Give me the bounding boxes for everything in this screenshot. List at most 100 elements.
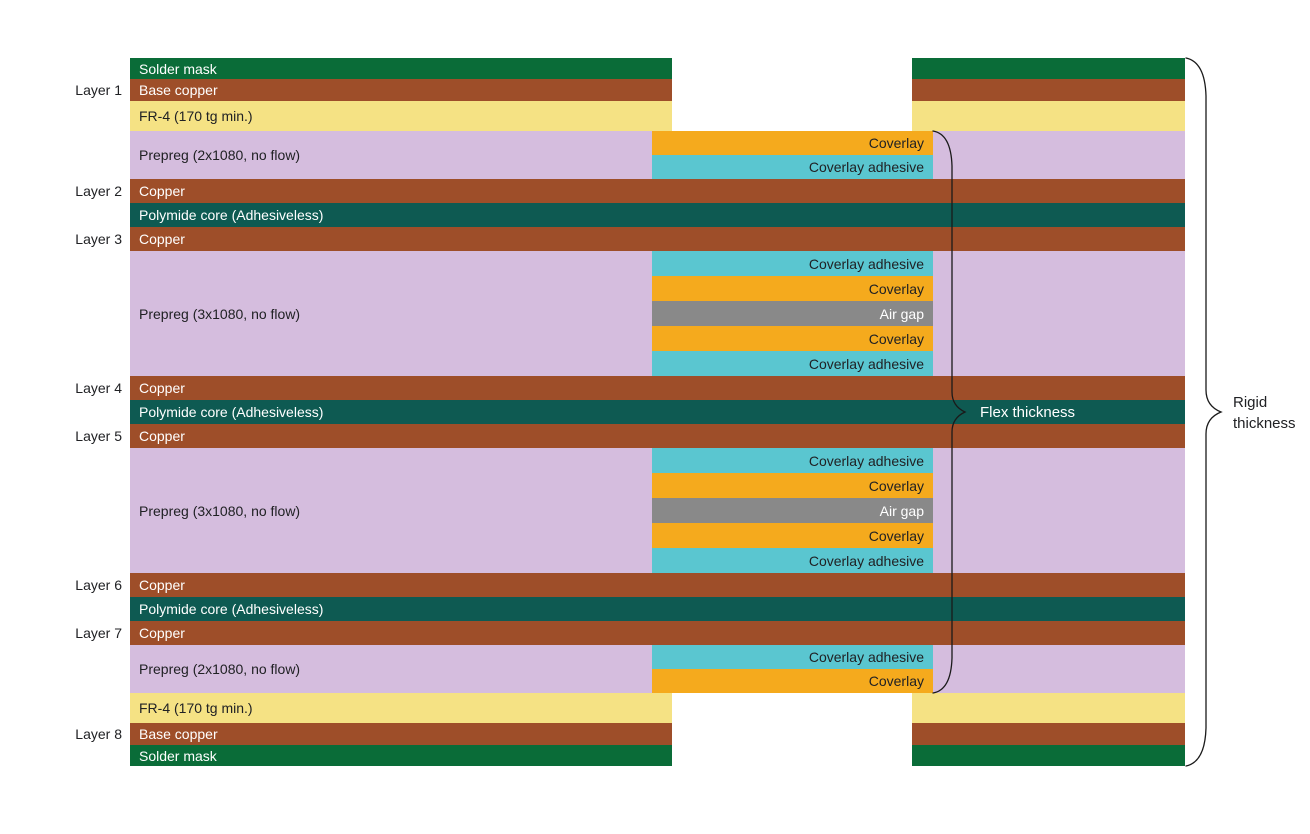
flex-window-gap [672, 101, 912, 131]
material-label: Solder mask [139, 60, 217, 77]
layer-number-label: Layer 6 [75, 577, 122, 593]
insert-band: Coverlay [652, 523, 933, 548]
material-label: Prepreg (2x1080, no flow) [139, 147, 301, 163]
flex-thickness-label: Flex thickness [980, 404, 1076, 421]
material-label: Coverlay adhesive [808, 255, 924, 272]
material-label: Prepreg (2x1080, no flow) [139, 661, 301, 677]
stack-row-3: Prepreg (2x1080, no flow) Coverlay Coverla… [130, 131, 1185, 179]
insert-band: Coverlay adhesive [652, 155, 933, 179]
material-label: Copper [139, 625, 185, 641]
material-label: Copper [139, 577, 185, 593]
stack-row-9: Polymide core (Adhesiveless) [130, 400, 1185, 424]
layer-number-label: Layer 8 [75, 726, 122, 742]
insert-band: Coverlay adhesive [652, 448, 933, 473]
insert-band: Air gap [652, 301, 933, 326]
material-label: Coverlay adhesive [808, 159, 924, 175]
layer-number-label: Layer 1 [75, 82, 122, 98]
insert-band: Coverlay [652, 326, 933, 351]
material-label: Polymide core (Adhesiveless) [139, 404, 324, 420]
rigid-left-slab: FR-4 (170 tg min.) [130, 693, 672, 723]
flex-window-gap [672, 693, 912, 723]
stack-row-18: Solder mask [130, 745, 1185, 766]
rigid-left-slab: Base copper [130, 723, 672, 745]
layer-number-label: Layer 7 [75, 625, 122, 641]
material-label: Coverlay adhesive [808, 649, 924, 665]
stack-row-4: Copper Layer 2 [75, 179, 1185, 203]
stack-row-17: Base copper Layer 8 [75, 723, 1185, 745]
stack-row-0: Solder mask [130, 58, 1185, 79]
rigid-left-slab: Base copper [130, 79, 672, 101]
material-label: Coverlay [868, 135, 924, 151]
material-label: Copper [139, 428, 185, 444]
flex-window-gap [672, 745, 912, 766]
flex-window-gap [672, 79, 912, 101]
material-label: Coverlay [868, 527, 924, 544]
insert-band: Air gap [652, 498, 933, 523]
material-label: Air gap [879, 502, 924, 519]
material-label: Base copper [139, 726, 218, 742]
material-label: Base copper [139, 82, 218, 98]
layer-number-label: Layer 4 [75, 380, 122, 396]
material-label: Polymide core (Adhesiveless) [139, 207, 324, 223]
stack-row-2: FR-4 (170 tg min.) [130, 101, 1185, 131]
rigid-left-slab: Solder mask [130, 745, 672, 766]
stack-row-10: Copper Layer 5 [75, 424, 1185, 448]
stack-row-11: Prepreg (3x1080, no flow) Coverlay adhesi… [130, 448, 1185, 573]
rigid-left-slab: FR-4 (170 tg min.) [130, 101, 672, 131]
rigid-right-slab [912, 745, 1185, 766]
material-label: Coverlay adhesive [808, 552, 924, 569]
stack-row-6: Copper Layer 3 [75, 227, 1185, 251]
insert-band: Coverlay [652, 131, 933, 155]
stack-row-14: Copper Layer 7 [75, 621, 1185, 645]
material-label: Air gap [879, 305, 924, 322]
insert-band: Coverlay [652, 473, 933, 498]
material-label: Coverlay [868, 477, 924, 494]
insert-band: Coverlay [652, 276, 933, 301]
rigid-right-slab [912, 58, 1185, 79]
material-label: Coverlay adhesive [808, 452, 924, 469]
material-label: Copper [139, 380, 185, 396]
material-label: Copper [139, 231, 185, 247]
insert-band: Coverlay adhesive [652, 351, 933, 376]
rigid-right-slab [912, 79, 1185, 101]
stackup: Solder mask Base copper Layer 1 FR-4 (170 t… [75, 58, 1185, 766]
stack-row-13: Polymide core (Adhesiveless) [130, 597, 1185, 621]
stack-row-5: Polymide core (Adhesiveless) [130, 203, 1185, 227]
coverlay-insert-column: Coverlay adhesive Coverlay [652, 645, 933, 693]
material-label: FR-4 (170 tg min.) [139, 700, 253, 716]
material-label: FR-4 (170 tg min.) [139, 108, 253, 124]
rigid-right-slab [912, 101, 1185, 131]
layer-number-label: Layer 5 [75, 428, 122, 444]
rigid-thickness-label: Rigid thickness [1233, 394, 1296, 432]
material-label: Coverlay adhesive [808, 355, 924, 372]
material-label: Copper [139, 183, 185, 199]
material-label: Coverlay [868, 330, 924, 347]
insert-band: Coverlay adhesive [652, 251, 933, 276]
rigid-right-slab [912, 693, 1185, 723]
layer-number-label: Layer 3 [75, 231, 122, 247]
stack-row-16: FR-4 (170 tg min.) [130, 693, 1185, 723]
material-label: Prepreg (3x1080, no flow) [139, 502, 301, 519]
insert-band: Coverlay adhesive [652, 645, 933, 669]
material-label: Solder mask [139, 747, 217, 764]
stack-row-12: Copper Layer 6 [75, 573, 1185, 597]
flex-window-gap [672, 58, 912, 79]
coverlay-insert-column: Coverlay adhesive Coverlay Air gap Coverlay… [652, 251, 933, 376]
layer-number-label: Layer 2 [75, 183, 122, 199]
rigid-left-slab: Solder mask [130, 58, 672, 79]
material-label: Coverlay [868, 280, 924, 297]
coverlay-insert-column: Coverlay adhesive Coverlay Air gap Coverlay… [652, 448, 933, 573]
stack-row-7: Prepreg (3x1080, no flow) Coverlay adhesi… [130, 251, 1185, 376]
material-label: Polymide core (Adhesiveless) [139, 601, 324, 617]
stack-row-8: Copper Layer 4 [75, 376, 1185, 400]
coverlay-insert-column: Coverlay Coverlay adhesive [652, 131, 933, 179]
rigid-right-slab [912, 723, 1185, 745]
insert-band: Coverlay [652, 669, 933, 693]
rigid-thickness-brace [1185, 57, 1223, 767]
material-label: Prepreg (3x1080, no flow) [139, 305, 301, 322]
insert-band: Coverlay adhesive [652, 548, 933, 573]
stack-row-1: Base copper Layer 1 [75, 79, 1185, 101]
stack-row-15: Prepreg (2x1080, no flow) Coverlay adhesi… [130, 645, 1185, 693]
flex-window-gap [672, 723, 912, 745]
